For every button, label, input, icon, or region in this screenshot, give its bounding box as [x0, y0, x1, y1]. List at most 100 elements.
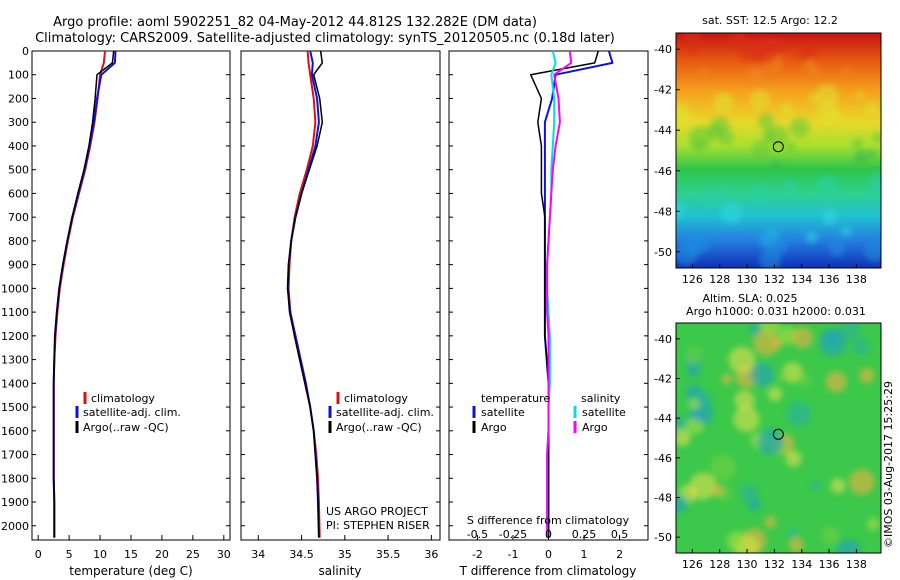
x-tick-label: 35.5: [376, 548, 401, 561]
x-tick-label: 1: [581, 548, 588, 561]
x-tick-label: 5: [66, 548, 73, 561]
map-x-tick-label: 132: [764, 558, 785, 571]
temperature-xlabel: temperature (deg C): [69, 564, 192, 578]
x-tick-label: 30: [217, 548, 231, 561]
depth-tick-label: 500: [8, 164, 29, 177]
temperature-series: [52, 50, 117, 538]
legend-label-satellite: satellite-adj. clim.: [83, 406, 181, 419]
sla-argo-location-marker: [772, 428, 784, 440]
x-tick-label: 35: [338, 548, 352, 561]
sla-heatmap: [676, 323, 881, 553]
legend-label-argo: Argo(..raw -QC): [336, 421, 422, 434]
depth-tick-label: 1600: [1, 425, 29, 438]
s-difference-label: S difference from climatology: [467, 514, 630, 527]
x-tick-label: 2: [616, 548, 623, 561]
x-tick-label: 20: [155, 548, 169, 561]
map-y-tick-label: -44: [654, 124, 672, 137]
depth-tick-label: 1900: [1, 496, 29, 509]
sst-map-frame: [675, 32, 882, 269]
depth-tick-label: 0: [22, 45, 29, 58]
x-tick-label: 10: [93, 548, 107, 561]
map-x-tick-label: 136: [819, 558, 840, 571]
depth-tick-label: 1400: [1, 377, 29, 390]
x-tick-label: -1: [507, 548, 518, 561]
sla-map-title-line2: Argo h1000: 0.031 h2000: 0.031: [686, 305, 866, 318]
x-tick-label: 34: [251, 548, 265, 561]
temperature-panel-frame: [31, 50, 231, 541]
sla-map-title-line1: Altim. SLA: 0.025: [702, 292, 797, 305]
salinity-xlabel: salinity: [318, 564, 361, 578]
depth-tick-label: 700: [8, 211, 29, 224]
t-difference-label: T difference from climatology: [459, 564, 637, 578]
map-y-tick-label: -48: [654, 205, 672, 218]
temperature-x-ticks: 0 5 10 15 20 25 30: [35, 535, 231, 561]
depth-tick-marks: [32, 50, 648, 527]
map-x-tick-label: 130: [737, 558, 758, 571]
depth-tick-label: 1100: [1, 306, 29, 319]
map-x-tick-label: 128: [709, 273, 730, 286]
figure-title-line1: Argo profile: aoml 5902251_82 04-May-201…: [53, 15, 537, 30]
sst-x-ticks: 126 128 130 132 134 136 138: [682, 264, 867, 286]
s-tick-label: 0.25: [572, 528, 597, 541]
x-tick-label: 0: [545, 548, 552, 561]
map-y-tick-label: -50: [654, 531, 672, 544]
series-line-satellite-adj-clim-: [52, 50, 117, 538]
depth-tick-label: 300: [8, 116, 29, 129]
pi-label: PI: STEPHEN RISER: [326, 519, 430, 532]
legend-label-satellite: satellite-adj. clim.: [336, 406, 434, 419]
sst-y-ticks: -40 -42 -44 -46 -48 -50: [654, 43, 680, 259]
x-tick-label: 34.5: [289, 548, 314, 561]
project-label: US ARGO PROJECT: [326, 505, 428, 518]
sla-x-ticks: 126 128 130 132 134 136 138: [682, 549, 867, 571]
series-line-argo-raw-qc-: [286, 50, 324, 538]
map-y-tick-label: -40: [654, 43, 672, 56]
series-line-salinity-argo: [546, 50, 573, 538]
map-y-tick-label: -42: [654, 373, 672, 386]
difference-series: [529, 50, 614, 538]
legend-label-temperature-satellite: satellite: [481, 406, 525, 419]
map-x-tick-label: 128: [709, 558, 730, 571]
depth-axis: 0 100 200 300 400 500 600 700 800 900 1000 1100 1200…: [1, 45, 29, 533]
map-x-tick-label: 126: [682, 273, 703, 286]
series-line-climatology: [52, 50, 106, 538]
depth-tick-label: 1300: [1, 354, 29, 367]
s-tick-label: -0.5: [467, 528, 488, 541]
series-line-argo-raw-qc-: [52, 50, 115, 538]
depth-tick-label: 1000: [1, 282, 29, 295]
depth-tick-label: 200: [8, 92, 29, 105]
map-x-tick-label: 126: [682, 558, 703, 571]
sla-y-ticks: -40 -42 -44 -46 -48 -50: [654, 333, 680, 544]
map-y-tick-label: -42: [654, 84, 672, 97]
map-y-tick-label: -46: [654, 165, 672, 178]
map-x-tick-label: 136: [819, 273, 840, 286]
imos-credit: ©IMOS 03-Aug-2017 15:25:29: [882, 381, 895, 548]
salinity-panel-frame: [240, 50, 441, 541]
depth-tick-label: 600: [8, 187, 29, 200]
sst-argo-location-marker: [772, 141, 784, 153]
depth-tick-label: 400: [8, 140, 29, 153]
legend-salinity-title: salinity: [581, 392, 621, 405]
salinity-legend: climatology satellite-adj. clim. Argo(..…: [328, 392, 434, 434]
legend-label-salinity-argo: Argo: [582, 421, 608, 434]
map-x-tick-label: 134: [791, 558, 812, 571]
sst-map-title: sat. SST: 12.5 Argo: 12.2: [702, 14, 838, 27]
salinity-x-ticks: 34 34.5 35 35.5 36: [251, 535, 438, 561]
map-y-tick-label: -48: [654, 491, 672, 504]
x-tick-label: 15: [124, 548, 138, 561]
figure-title-line2: Climatology: CARS2009. Satellite-adjuste…: [35, 31, 615, 46]
map-y-tick-label: -46: [654, 452, 672, 465]
legend-temperature-title: temperature: [481, 392, 550, 405]
temperature-legend: climatology satellite-adj. clim. Argo(..…: [75, 392, 181, 434]
s-tick-label: 0.5: [611, 528, 629, 541]
map-y-tick-label: -50: [654, 246, 672, 259]
s-difference-ticks: -0.5 -0.25 0 0.25 0.5: [467, 528, 629, 541]
legend-label-climatology: climatology: [91, 392, 155, 405]
map-x-tick-label: 134: [791, 273, 812, 286]
sst-heatmap: [676, 33, 881, 268]
depth-tick-label: 100: [8, 69, 29, 82]
x-tick-label: 0: [35, 548, 42, 561]
difference-legend: temperature salinity satellite Argo sate…: [472, 392, 626, 434]
series-line-climatology: [287, 50, 321, 538]
x-tick-label: -2: [472, 548, 483, 561]
